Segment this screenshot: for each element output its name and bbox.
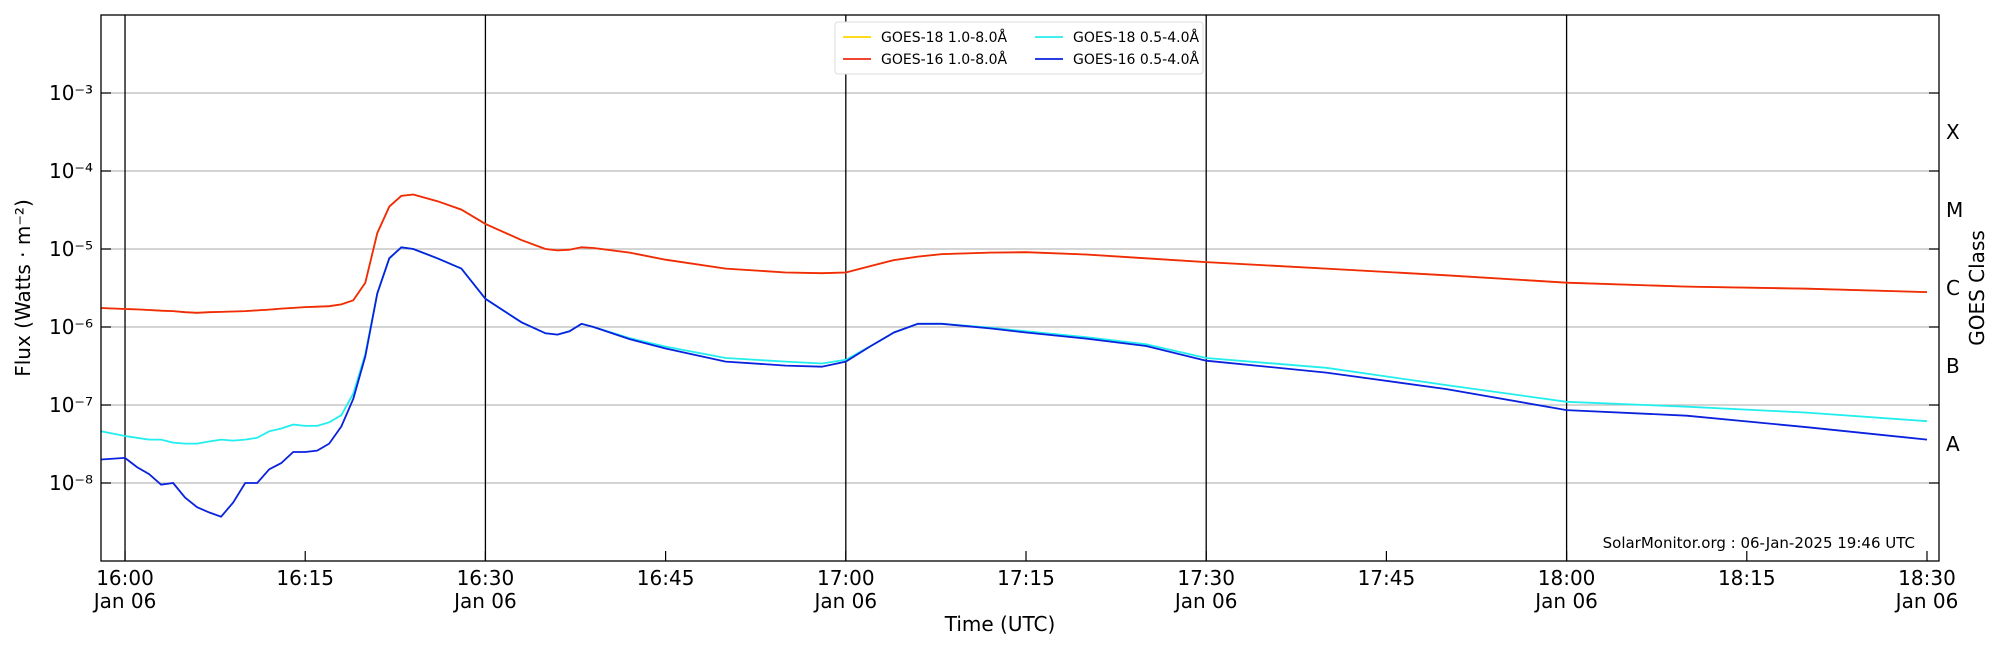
x-tick-label: 17:45 — [1357, 566, 1416, 590]
x-tick-label: 16:00 Jan 06 — [93, 566, 157, 613]
x-tick-label: 17:30 Jan 06 — [1174, 566, 1238, 613]
series-line — [100, 246, 1928, 518]
legend-label: GOES-16 0.5-4.0Å — [1073, 51, 1199, 68]
x-tick-label: 18:00 Jan 06 — [1535, 566, 1598, 613]
legend-label: GOES-16 1.0-8.0Å — [881, 51, 1007, 68]
x-tick-label: 16:30 Jan 06 — [454, 566, 517, 613]
x-tick-label: 18:15 — [1717, 566, 1776, 590]
y-tick-label: 10⁻⁶ — [49, 315, 93, 339]
legend-box — [834, 21, 1204, 75]
x-tick-label: 18:30 Jan 06 — [1895, 566, 1959, 613]
y2-tick-label: A — [1946, 432, 1960, 456]
y2-tick-label: C — [1946, 276, 1960, 300]
y-tick-label: 10⁻⁷ — [49, 393, 93, 417]
annotation: SolarMonitor.org : 06-Jan-2025 19:46 UTC — [1603, 534, 1915, 552]
legend-label: GOES-18 0.5-4.0Å — [1073, 29, 1199, 46]
y-tick-label: 10⁻³ — [49, 81, 93, 105]
x-tick-label: 16:45 — [636, 566, 695, 590]
y-tick-label: 10⁻⁵ — [49, 237, 93, 261]
legend-label: GOES-18 1.0-8.0Å — [881, 29, 1007, 46]
series-line — [100, 193, 1928, 314]
x-axis-label: Time (UTC) — [944, 612, 1056, 636]
x-tick-label: 17:00 Jan 06 — [814, 566, 878, 613]
y2-tick-label: M — [1946, 198, 1963, 222]
y2-axis-label: GOES Class — [1965, 230, 1989, 346]
y-axis-label: Flux (Watts · m⁻²) — [11, 199, 35, 377]
plot-frame — [100, 14, 1940, 562]
y-tick-label: 10⁻⁴ — [49, 159, 93, 183]
x-tick-label: 16:15 — [276, 566, 335, 590]
y2-tick-label: X — [1946, 120, 1960, 144]
x-tick-label: 17:15 — [997, 566, 1055, 590]
y2-tick-label: B — [1946, 354, 1960, 378]
series-line — [100, 193, 1928, 314]
y-tick-label: 10⁻⁸ — [49, 471, 93, 495]
